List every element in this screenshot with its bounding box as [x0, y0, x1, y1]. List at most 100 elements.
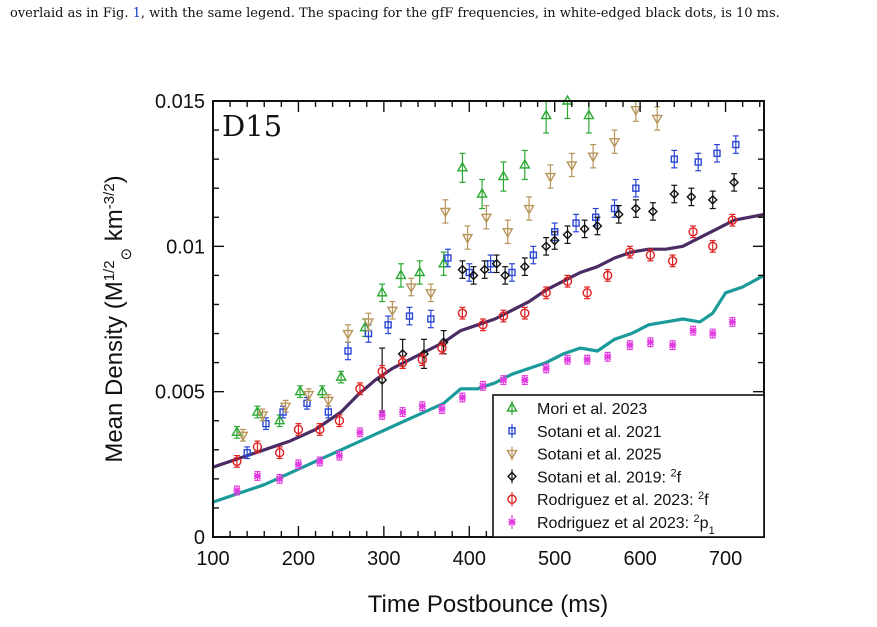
data-point [437, 343, 447, 353]
data-point [437, 257, 450, 268]
data-point [592, 220, 603, 231]
data-point [508, 268, 516, 277]
legend-marker [506, 449, 518, 461]
data-point [344, 347, 352, 355]
data-point [458, 393, 467, 402]
model-curve-2 [212, 273, 765, 504]
legend-entry: Sotani et al. 2019: 2f [507, 467, 682, 486]
data-point [414, 266, 426, 277]
data-point [439, 207, 452, 218]
data-point [646, 338, 655, 346]
data-point [728, 318, 737, 326]
y-tick-label: 0.01 [166, 236, 205, 258]
data-point [362, 318, 375, 329]
data-point [540, 109, 552, 120]
data-points [231, 94, 740, 496]
data-point [386, 306, 399, 317]
series-5 [232, 213, 738, 468]
data-point [519, 261, 530, 272]
legend-label: Sotani et al. 2025 [537, 447, 662, 464]
data-point [689, 326, 697, 335]
legend-entry: Sotani et al. 2025 [506, 446, 662, 464]
data-point [630, 203, 641, 214]
data-point [425, 289, 437, 300]
data-point [294, 460, 303, 468]
data-point [587, 152, 599, 163]
data-point [417, 354, 427, 365]
data-point [498, 311, 509, 321]
legend-marker [506, 401, 518, 412]
legend-marker [508, 427, 516, 435]
data-point [630, 106, 642, 117]
data-point [231, 425, 243, 437]
data-point [399, 408, 407, 416]
data-point [232, 456, 242, 467]
data-point [315, 424, 325, 435]
data-point [579, 223, 590, 234]
data-point [457, 308, 468, 318]
data-point [708, 241, 718, 252]
data-point [334, 416, 345, 426]
data-point [468, 270, 479, 281]
figure-caption: overlaid as in Fig. 1, with the same leg… [10, 6, 870, 21]
x-tick-label: 500 [538, 548, 571, 570]
data-point [438, 337, 449, 348]
data-point [418, 402, 426, 410]
x-tick-label: 100 [196, 548, 229, 570]
data-point [478, 320, 488, 330]
data-point [583, 356, 591, 364]
data-point [668, 341, 677, 349]
data-point [694, 158, 702, 166]
caption-text-after: , with the same legend. The spacing for … [140, 6, 780, 21]
data-point [486, 260, 495, 268]
data-point [647, 206, 658, 217]
series-4 [377, 173, 740, 413]
data-point [709, 329, 717, 338]
legend: Mori et al. 2023 Sotani et al. 2021 Sotani… [492, 394, 765, 538]
data-point [237, 431, 249, 442]
x-tick-label: 400 [453, 548, 486, 570]
data-point [582, 288, 592, 298]
data-point [632, 184, 640, 192]
x-tick-label: 600 [623, 548, 656, 570]
legend-label: Mori et al. 2023 [537, 401, 647, 418]
legend-label: Sotani et al. 2021 [537, 424, 662, 441]
legend-entry: Sotani et al. 2021 [508, 423, 662, 441]
legend-label: Rodriguez et al. 2023: 2f [537, 490, 709, 509]
x-tick-label: 300 [367, 548, 400, 570]
data-point [233, 486, 241, 495]
data-point [688, 227, 698, 237]
data-point [707, 194, 718, 205]
legend-entry: Rodriguez et al 2023: 2p1 [508, 513, 715, 537]
data-point [444, 254, 452, 262]
data-point [497, 170, 510, 181]
y-axis-title-sub: ⊙ [118, 248, 135, 261]
data-point [342, 329, 354, 340]
data-point [670, 155, 679, 163]
y-tick-label: 0.015 [155, 91, 205, 113]
y-axis-title-sup: 1/2 [101, 260, 118, 281]
data-point [523, 204, 535, 215]
data-point [279, 402, 292, 413]
data-point [502, 228, 514, 239]
data-point [727, 215, 738, 225]
data-point [479, 382, 487, 390]
data-point [419, 348, 429, 359]
data-point [302, 390, 315, 402]
legend-label: Sotani et al. 2019: 2f [537, 467, 682, 486]
data-point [335, 451, 344, 460]
data-point [243, 449, 251, 457]
figure-reference-link[interactable]: 1 [132, 6, 141, 21]
data-point [625, 247, 635, 257]
data-point [384, 321, 392, 329]
data-point [427, 315, 435, 323]
data-point [544, 172, 557, 184]
y-tick-label: 0 [194, 527, 205, 549]
data-point [479, 264, 490, 275]
data-point [461, 233, 474, 245]
data-point [521, 376, 529, 384]
data-point [335, 370, 347, 381]
data-point [491, 258, 502, 269]
data-point [457, 264, 468, 275]
data-point [253, 472, 262, 480]
